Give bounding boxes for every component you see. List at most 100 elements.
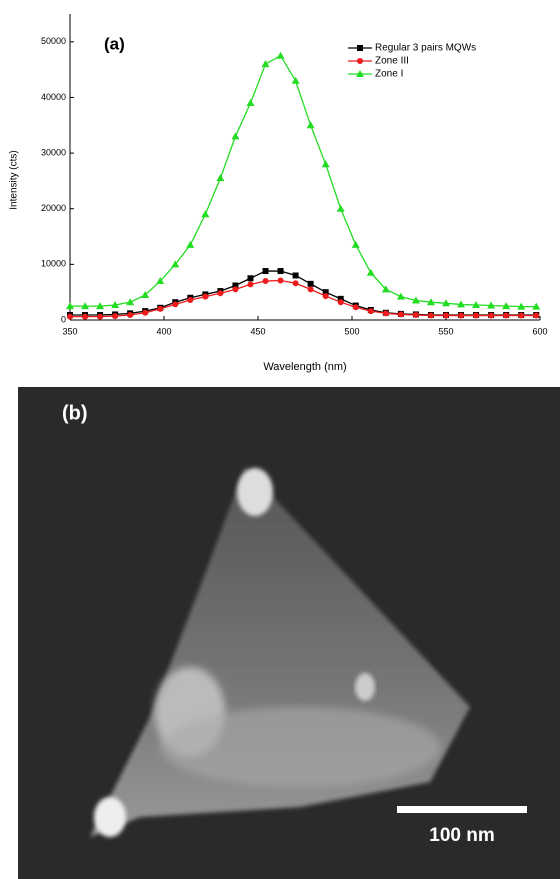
marker [517,302,526,310]
marker [518,312,525,319]
marker [351,240,360,248]
marker [458,312,465,319]
marker [67,313,73,320]
marker [261,60,270,68]
y-tick-label: 30000 [41,147,66,157]
marker [488,312,495,319]
marker [97,313,104,320]
marker [396,292,405,300]
panel-label: (b) [62,402,88,424]
x-tick-label: 450 [250,326,265,336]
marker [337,295,344,302]
marker [232,286,239,293]
marker [442,299,450,307]
marker [322,293,329,300]
marker [81,302,90,310]
marker [533,312,540,319]
legend-label: Zone III [375,56,409,67]
marker [82,313,89,320]
bright-band [160,707,440,787]
marker [156,277,165,285]
series-line [70,270,537,316]
series-line [70,54,537,308]
marker [381,285,390,293]
x-tick-label: 500 [344,326,359,336]
x-tick-label: 550 [438,326,453,336]
marker [427,312,434,319]
marker [247,275,254,282]
legend-marker [356,70,364,77]
marker [201,210,210,218]
marker [366,268,375,276]
marker [127,311,134,318]
marker [232,282,239,289]
x-tick-label: 400 [156,326,171,336]
marker [96,302,105,310]
marker [187,296,194,303]
marker [292,280,299,287]
scale-bar-label: 100 nm [429,825,494,846]
marker [112,313,119,320]
marker [307,280,314,287]
marker [216,174,225,182]
x-tick-label: 350 [62,326,77,336]
marker [337,299,344,306]
chart: (a) Wavelength (nm) Intensity (cts) 0 100… [9,14,548,373]
marker [292,272,299,279]
marker [141,290,150,298]
panel-label: (a) [104,34,125,53]
legend-label: Regular 3 pairs MQWs [375,43,476,54]
y-tick-label: 0 [61,314,66,324]
marker [321,160,330,168]
marker [231,132,240,140]
marker [502,302,511,310]
marker [307,286,314,293]
y-tick-label: 40000 [41,92,66,102]
marker [487,301,496,309]
marker [126,298,135,306]
y-tick-label: 10000 [41,259,66,269]
marker [382,310,389,317]
y-tick-label: 20000 [41,203,66,213]
marker [186,240,195,248]
marker [217,290,224,297]
legend-marker [357,58,363,64]
marker [66,302,74,310]
legend-marker [357,45,363,51]
marker [472,300,481,308]
x-axis-label: Wavelength (nm) [263,361,346,373]
micrograph: (b) 100 nm [18,387,560,879]
marker [336,204,345,212]
marker [172,301,179,308]
marker [247,281,254,288]
marker [367,308,374,315]
marker [426,298,435,306]
marker [412,311,419,318]
marker [397,311,404,318]
bright-spot [355,673,375,701]
marker [171,260,180,268]
marker [142,309,149,316]
marker [111,300,120,308]
x-tick-label: 600 [532,326,547,336]
bright-spot [94,797,126,837]
marker [443,312,449,319]
marker [157,305,164,312]
marker [352,304,359,311]
bright-spot [237,468,273,516]
marker [262,278,269,285]
y-tick-label: 50000 [41,36,66,46]
scale-bar [397,806,527,813]
marker [246,99,255,107]
marker [291,76,300,84]
marker [322,289,329,296]
marker [276,51,285,59]
marker [202,293,209,300]
marker [503,312,510,319]
legend-label: Zone I [375,69,403,80]
marker [262,268,269,275]
marker [306,121,315,129]
marker [277,268,284,275]
marker [457,300,466,308]
marker [532,302,541,310]
